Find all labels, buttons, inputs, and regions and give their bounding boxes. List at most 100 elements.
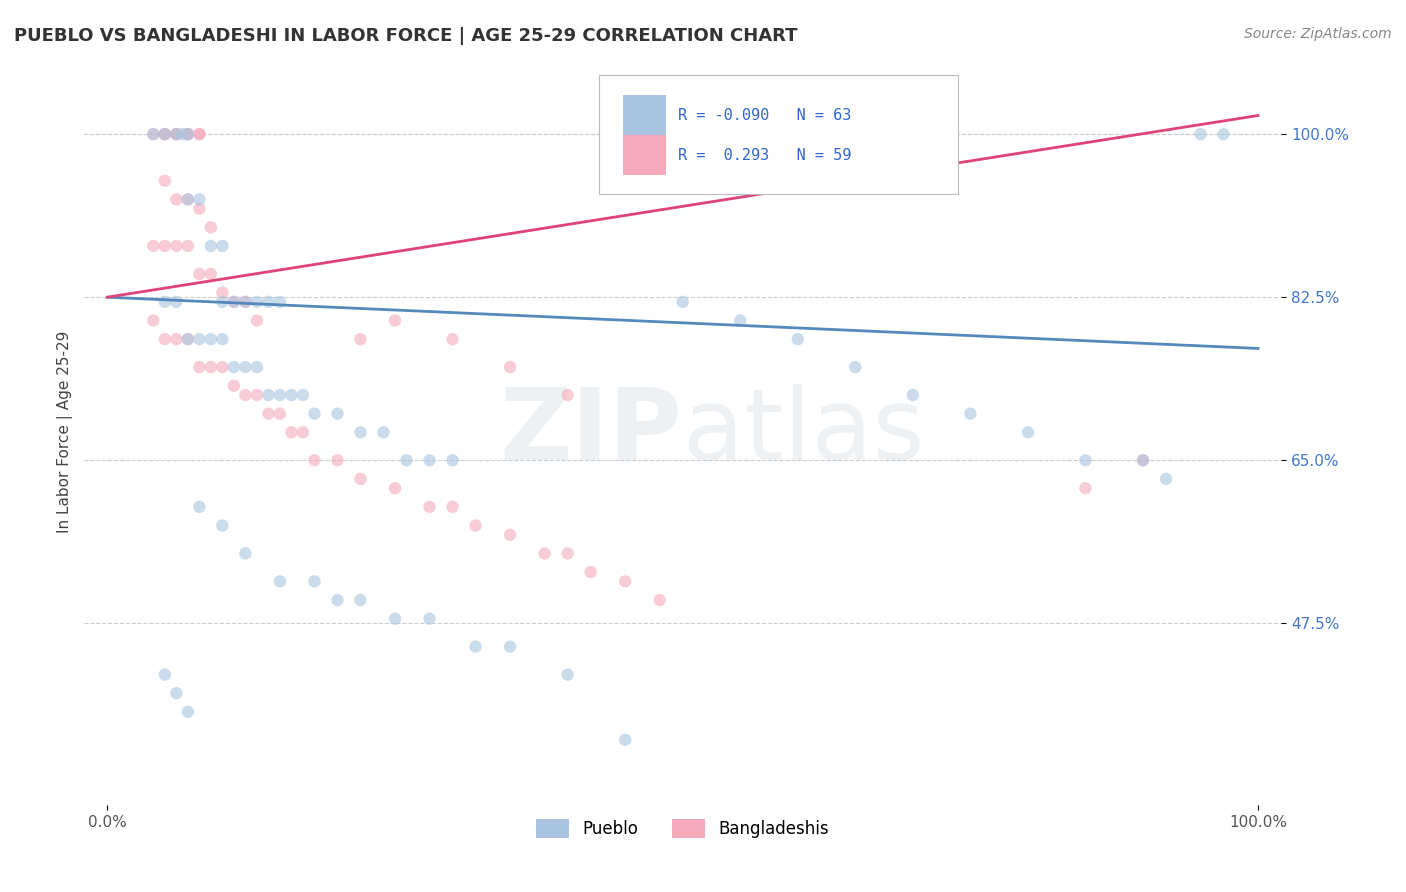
- Point: [200, 239, 222, 253]
- Point: [153, 667, 176, 681]
- Point: [200, 267, 222, 281]
- Text: PUEBLO VS BANGLADESHI IN LABOR FORCE | AGE 25-29 CORRELATION CHART: PUEBLO VS BANGLADESHI IN LABOR FORCE | A…: [14, 27, 797, 45]
- Point: [235, 388, 257, 402]
- Point: [142, 239, 165, 253]
- Point: [1017, 425, 1039, 440]
- Point: [246, 313, 269, 327]
- Point: [165, 332, 187, 346]
- Point: [441, 500, 464, 514]
- Point: [326, 407, 349, 421]
- Point: [1154, 472, 1177, 486]
- Point: [349, 593, 371, 607]
- Point: [959, 407, 981, 421]
- Point: [177, 332, 200, 346]
- Point: [257, 388, 280, 402]
- Point: [1074, 453, 1097, 467]
- FancyBboxPatch shape: [599, 75, 957, 194]
- Point: [177, 193, 200, 207]
- Point: [280, 425, 302, 440]
- Point: [395, 453, 418, 467]
- Point: [533, 546, 555, 560]
- Point: [257, 294, 280, 309]
- Point: [614, 574, 637, 589]
- Point: [441, 332, 464, 346]
- Point: [246, 294, 269, 309]
- Legend: Pueblo, Bangladeshis: Pueblo, Bangladeshis: [530, 813, 837, 845]
- Point: [165, 127, 187, 141]
- Point: [142, 313, 165, 327]
- Point: [153, 294, 176, 309]
- Point: [901, 388, 924, 402]
- Point: [499, 528, 522, 542]
- Point: [304, 407, 326, 421]
- Point: [291, 388, 314, 402]
- Point: [222, 360, 245, 375]
- Point: [349, 425, 371, 440]
- Point: [172, 127, 194, 141]
- Point: [235, 546, 257, 560]
- Point: [235, 360, 257, 375]
- Point: [326, 453, 349, 467]
- Point: [614, 732, 637, 747]
- Point: [200, 220, 222, 235]
- Point: [418, 612, 440, 626]
- Point: [222, 378, 245, 392]
- Point: [384, 481, 406, 495]
- Point: [648, 593, 671, 607]
- Point: [153, 127, 176, 141]
- Point: [304, 453, 326, 467]
- Point: [1132, 453, 1154, 467]
- Point: [211, 294, 233, 309]
- FancyBboxPatch shape: [623, 135, 666, 175]
- Y-axis label: In Labor Force | Age 25-29: In Labor Force | Age 25-29: [58, 331, 73, 533]
- Point: [188, 267, 211, 281]
- Point: [153, 174, 176, 188]
- Point: [165, 239, 187, 253]
- Point: [188, 332, 211, 346]
- Point: [188, 193, 211, 207]
- Point: [557, 388, 579, 402]
- Point: [499, 640, 522, 654]
- Point: [211, 360, 233, 375]
- Point: [188, 127, 211, 141]
- Point: [188, 202, 211, 216]
- Point: [557, 667, 579, 681]
- Point: [188, 360, 211, 375]
- Point: [464, 518, 486, 533]
- Point: [246, 360, 269, 375]
- Point: [269, 574, 291, 589]
- Point: [153, 127, 176, 141]
- Point: [177, 239, 200, 253]
- Point: [235, 294, 257, 309]
- Point: [200, 360, 222, 375]
- Point: [177, 127, 200, 141]
- Text: R =  0.293   N = 59: R = 0.293 N = 59: [678, 147, 851, 162]
- Point: [142, 127, 165, 141]
- Point: [464, 640, 486, 654]
- Point: [269, 388, 291, 402]
- Point: [211, 239, 233, 253]
- Point: [326, 593, 349, 607]
- Point: [349, 472, 371, 486]
- Point: [153, 127, 176, 141]
- Point: [165, 193, 187, 207]
- Point: [786, 332, 808, 346]
- Point: [153, 332, 176, 346]
- Point: [177, 127, 200, 141]
- Point: [844, 360, 866, 375]
- Point: [418, 500, 440, 514]
- Point: [291, 425, 314, 440]
- Point: [177, 705, 200, 719]
- Text: R = -0.090   N = 63: R = -0.090 N = 63: [678, 108, 851, 123]
- Point: [1212, 127, 1234, 141]
- Point: [269, 407, 291, 421]
- Point: [165, 127, 187, 141]
- Point: [211, 285, 233, 300]
- Point: [165, 127, 187, 141]
- Text: atlas: atlas: [683, 384, 924, 481]
- Point: [211, 332, 233, 346]
- Point: [200, 332, 222, 346]
- Point: [177, 127, 200, 141]
- Point: [222, 294, 245, 309]
- Point: [257, 407, 280, 421]
